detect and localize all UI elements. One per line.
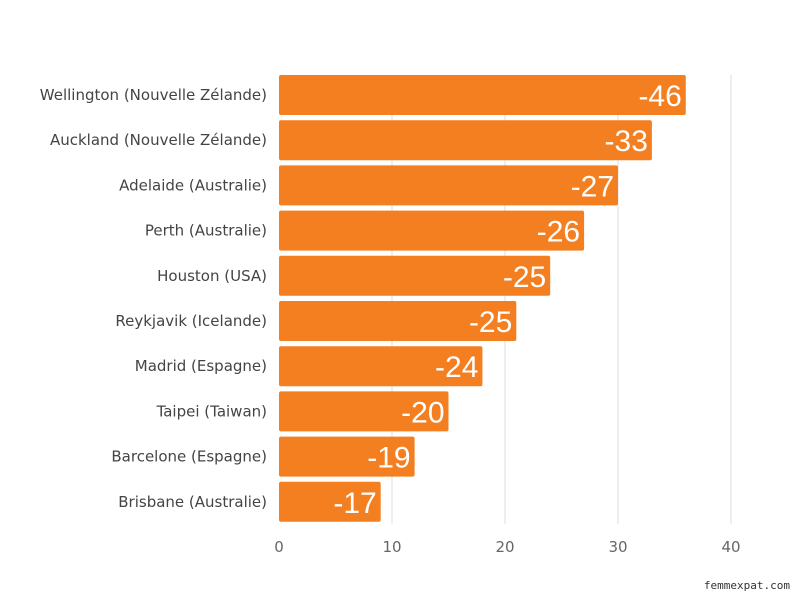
data-label: -17	[333, 487, 376, 520]
data-label: -19	[367, 442, 410, 475]
bar	[279, 210, 585, 251]
data-label: -27	[571, 170, 614, 203]
data-label: -26	[537, 216, 580, 249]
category-label: Brisbane (Australie)	[118, 493, 267, 511]
bar	[279, 120, 652, 161]
data-label: -46	[638, 80, 681, 113]
category-label: Wellington (Nouvelle Zélande)	[40, 86, 267, 104]
x-tick-label: 0	[274, 538, 284, 556]
x-tick-labels: 0 10 20 30 40	[274, 538, 740, 556]
bars: -46 -33 -27 -26 -25 -25 -24 -20 -19 -17	[279, 75, 686, 522]
category-label: Reykjavik (Icelande)	[115, 312, 267, 330]
bar	[279, 75, 686, 115]
bar	[279, 165, 618, 206]
category-label: Perth (Australie)	[145, 222, 267, 240]
data-label: -24	[435, 351, 478, 384]
bar	[279, 346, 483, 387]
category-label: Auckland (Nouvelle Zélande)	[50, 131, 267, 149]
data-label: -25	[503, 261, 546, 294]
data-label: -20	[401, 396, 444, 429]
category-label: Adelaide (Australie)	[119, 176, 267, 194]
x-tick-label: 40	[721, 538, 740, 556]
category-label: Houston (USA)	[157, 267, 267, 285]
bar	[279, 481, 381, 522]
category-label: Barcelone (Espagne)	[111, 448, 267, 466]
bar	[279, 391, 449, 432]
bar	[279, 301, 517, 341]
bar	[279, 436, 415, 477]
bar	[279, 255, 551, 296]
x-tick-label: 20	[495, 538, 514, 556]
data-label: -33	[605, 125, 648, 158]
x-tick-label: 30	[608, 538, 627, 556]
category-label: Madrid (Espagne)	[135, 357, 267, 375]
category-label: Taipei (Taiwan)	[156, 402, 267, 420]
category-labels: Wellington (Nouvelle Zélande) Auckland (N…	[40, 86, 267, 511]
data-label: -25	[469, 306, 512, 339]
source-credit: femmexpat.com	[703, 579, 790, 592]
x-tick-label: 10	[382, 538, 401, 556]
